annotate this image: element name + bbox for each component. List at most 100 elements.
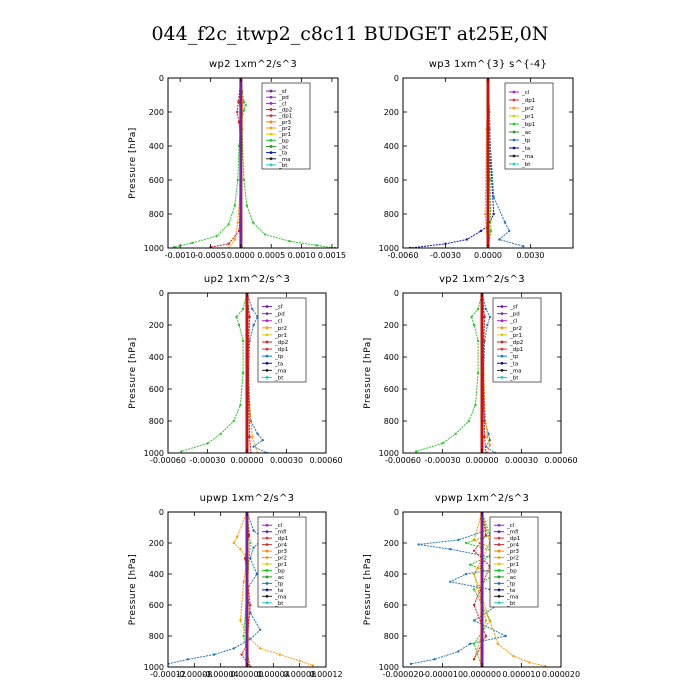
- y-tick-label: 200: [384, 108, 399, 117]
- series-marker: [472, 572, 476, 576]
- legend-marker: [512, 98, 516, 102]
- y-tick-label: 0: [394, 74, 399, 83]
- series-marker: [233, 238, 236, 241]
- series-marker: [242, 178, 246, 182]
- panel-group: wp2 1xm^2/s^3 0 200 400 600 800 1000 -0.0010 -0.…: [128, 59, 580, 679]
- series-marker: [483, 435, 486, 439]
- legend-marker: [265, 601, 269, 605]
- series-marker: [237, 100, 240, 104]
- legend-entry: _pr4: [274, 543, 288, 549]
- series-marker: [288, 240, 291, 243]
- series-marker: [237, 323, 241, 327]
- series-marker: [474, 403, 477, 407]
- y-axis-label: Pressure [hPa]: [363, 554, 373, 626]
- y-tick-label: 200: [149, 321, 164, 330]
- series-marker: [409, 662, 413, 666]
- series-marker: [472, 538, 476, 542]
- legend-marker: [269, 89, 273, 93]
- series-marker: [248, 435, 251, 439]
- series-marker: [241, 307, 245, 311]
- series-marker: [503, 221, 507, 224]
- y-tick-label: 600: [149, 601, 164, 610]
- legend-marker: [497, 588, 501, 592]
- y-tick-label: 200: [384, 321, 399, 330]
- x-tick-label: -0.0010: [165, 251, 196, 260]
- legend-entry: _ac: [278, 144, 288, 150]
- legend-entry: _pr1: [278, 132, 291, 138]
- series-marker: [487, 432, 490, 435]
- legend-entry: _cl: [509, 319, 518, 325]
- series-marker: [444, 242, 447, 245]
- legend-marker: [265, 305, 269, 308]
- legend-marker: [269, 120, 273, 124]
- series-marker: [252, 529, 255, 532]
- series-marker: [433, 658, 436, 661]
- legend-entry: _bp1: [521, 122, 535, 128]
- legend-entry: _dp1: [506, 536, 520, 542]
- series-marker: [298, 659, 301, 662]
- legend-marker: [269, 114, 273, 118]
- legend-marker: [265, 530, 269, 534]
- legend-entry: _dp2: [274, 340, 288, 346]
- series-marker: [498, 238, 501, 241]
- x-tick-label: -0.00012: [150, 670, 186, 679]
- legend-marker: [269, 157, 273, 161]
- series-marker: [484, 534, 488, 537]
- series-marker: [236, 110, 239, 114]
- legend-marker: [265, 556, 269, 559]
- panel-title: wp2 1xm^2/s^3: [209, 59, 297, 70]
- legend: _sf_pd_cl_dp2_dp1_pr3_pr2_pr1_bp_ac_ta_m…: [261, 82, 311, 170]
- legend-marker: [497, 581, 501, 585]
- x-tick-label: 0.00060: [544, 456, 577, 465]
- legend-entry: _ma: [521, 154, 533, 160]
- x-tick-label: 0.00008: [283, 670, 316, 679]
- legend-marker: [265, 368, 269, 372]
- legend-marker: [269, 126, 273, 130]
- x-tick-label: 0.0000: [474, 251, 502, 260]
- series-marker: [488, 619, 492, 622]
- legend-marker: [265, 326, 269, 330]
- series-marker: [484, 212, 487, 216]
- legend-entry: _ma: [278, 157, 290, 163]
- legend-marker: [500, 340, 504, 344]
- panel-title: vpwp 1xm^2/s^3: [435, 493, 529, 504]
- legend-entry: _pr4: [506, 543, 520, 549]
- legend-marker: [497, 543, 501, 547]
- series-marker: [249, 603, 252, 607]
- series-marker: [232, 647, 235, 650]
- y-tick-label: 400: [384, 353, 399, 362]
- series-marker: [252, 445, 255, 448]
- y-tick-label: 800: [149, 417, 164, 426]
- legend-marker: [265, 319, 269, 323]
- y-tick-label: 1000: [379, 449, 399, 458]
- series-marker: [415, 450, 418, 453]
- series-marker: [236, 221, 239, 224]
- series-marker: [472, 619, 476, 622]
- legend-entry: _pd: [278, 95, 289, 101]
- series-marker: [242, 100, 246, 104]
- legend-marker: [512, 122, 516, 126]
- legend-marker: [265, 588, 269, 592]
- y-tick-label: 800: [384, 417, 399, 426]
- series-marker: [467, 419, 470, 423]
- series-marker: [245, 204, 249, 207]
- legend-entry: _ma: [274, 368, 286, 374]
- x-tick-label: 0.00000: [230, 670, 263, 679]
- series-marker: [522, 245, 525, 248]
- panel-wp2: wp2 1xm^2/s^3 0 200 400 600 800 1000-0.0010 -0.…: [128, 59, 346, 260]
- legend-entry: _mfl: [274, 530, 287, 536]
- legend-marker: [497, 594, 501, 598]
- legend-entry: _dp2: [509, 340, 523, 346]
- x-tick-label: 0.000020: [542, 670, 580, 679]
- legend-entry: _pr2: [274, 326, 287, 332]
- x-tick-label: -0.0030: [430, 251, 461, 260]
- series-marker: [240, 653, 243, 656]
- x-tick-label: -0.000020: [382, 670, 423, 679]
- legend-entry: _ac: [506, 575, 516, 581]
- y-tick-label: 400: [149, 353, 164, 362]
- legend-entry: _pr1: [509, 333, 522, 339]
- legend-marker: [265, 361, 269, 365]
- x-tick-label: -0.00030: [425, 456, 461, 465]
- series-marker: [315, 244, 318, 247]
